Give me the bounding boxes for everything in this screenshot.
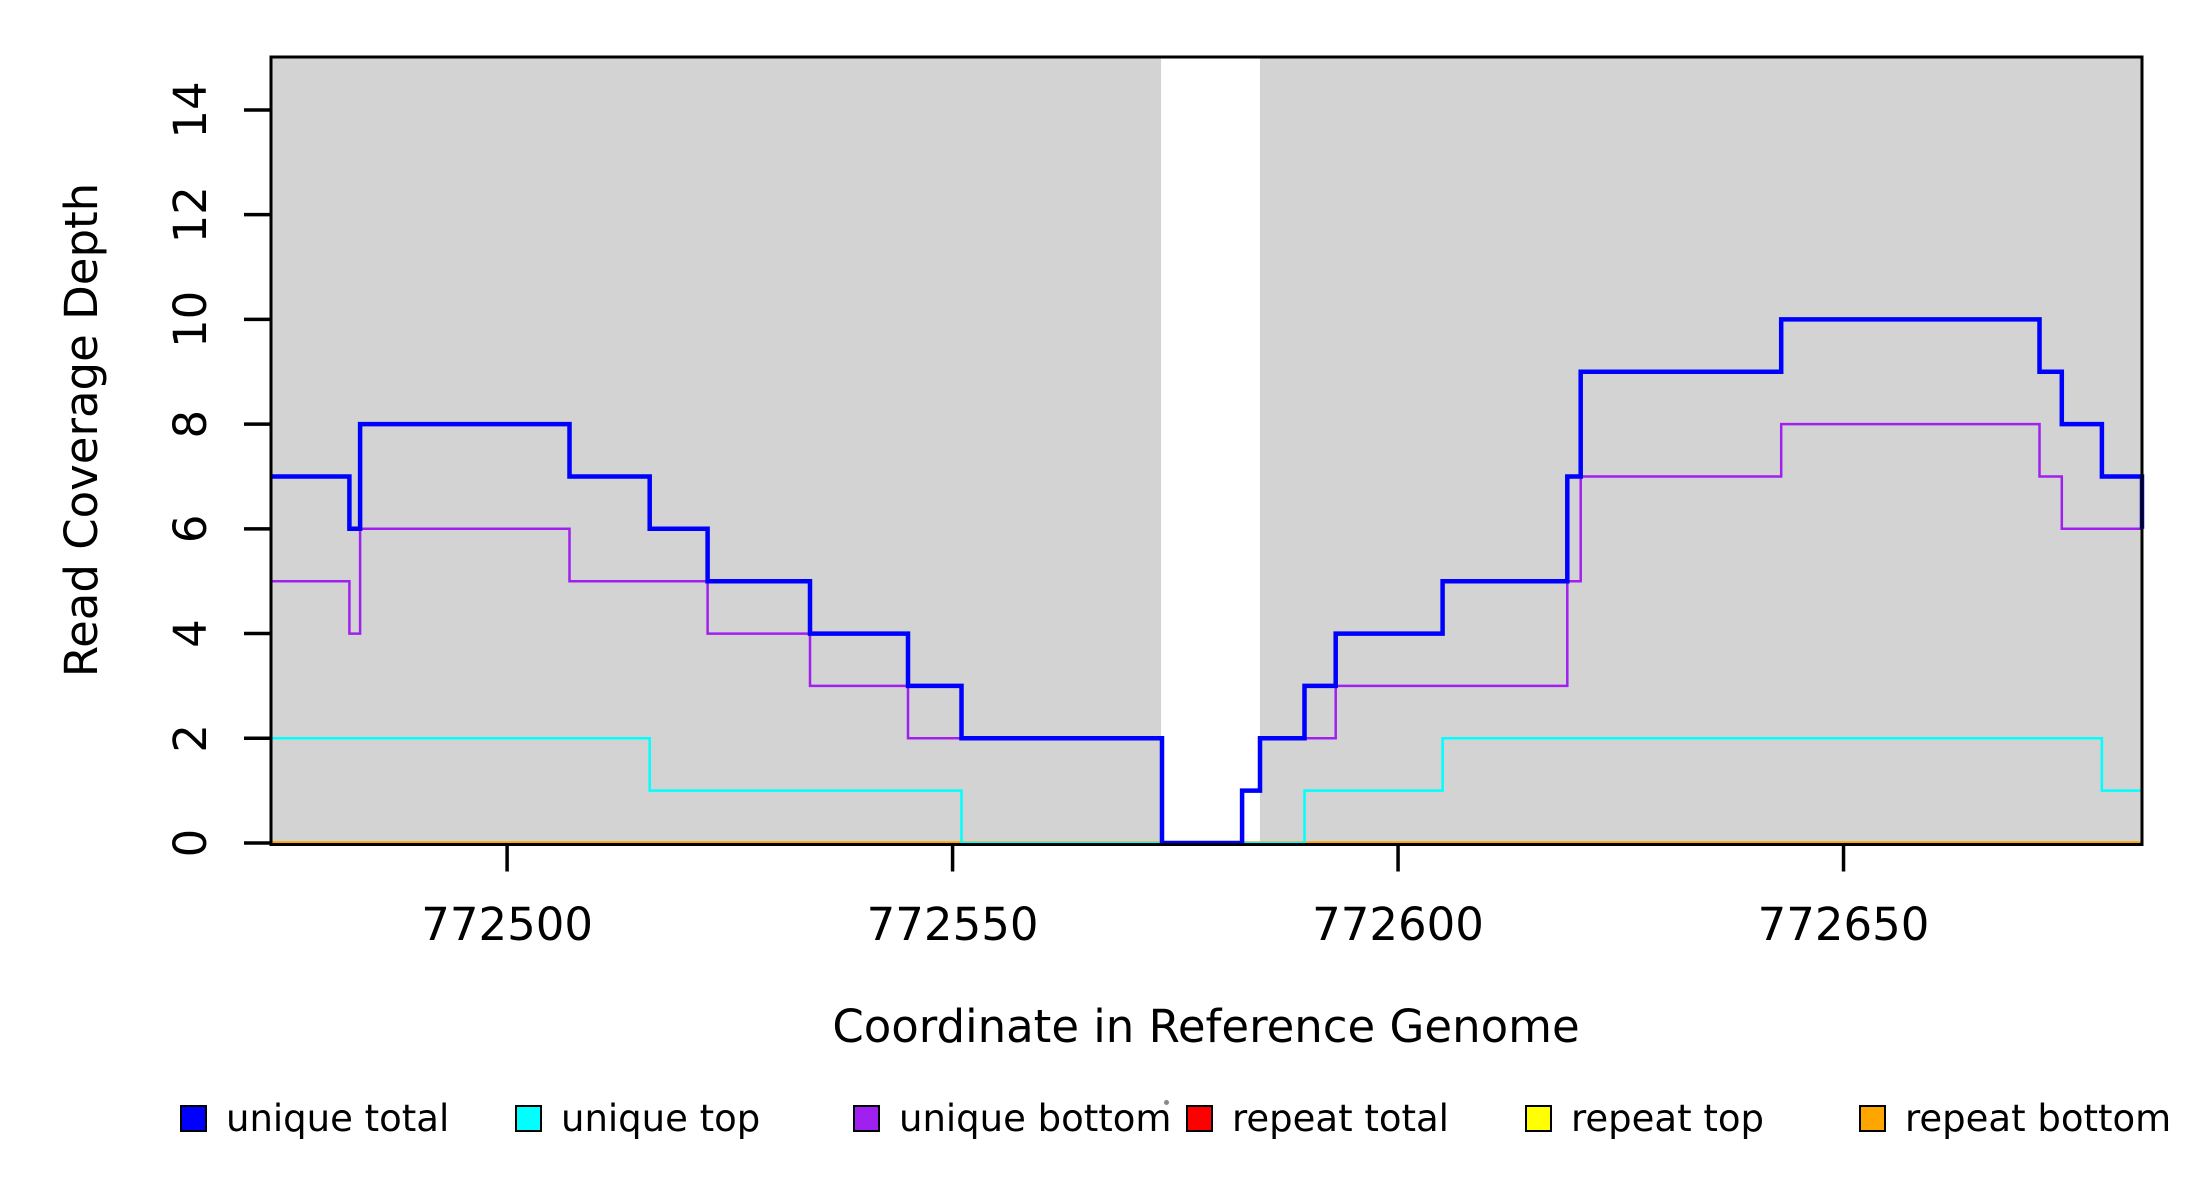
legend-label: repeat bottom — [1905, 1097, 2172, 1140]
legend-label: repeat top — [1571, 1097, 1764, 1140]
legend-label: unique top — [561, 1097, 761, 1140]
shaded-region-1 — [1259, 58, 2142, 845]
legend-item-unique-bottom: unique bottom — [853, 1097, 1171, 1140]
legend-label: repeat total — [1232, 1097, 1449, 1140]
legend-label: unique total — [226, 1097, 450, 1140]
legend-item-repeat-top: repeat top — [1525, 1097, 1764, 1140]
y-tick-label: 12 — [164, 186, 217, 243]
y-tick-label: 10 — [164, 291, 217, 348]
legend-swatch-repeat-bottom — [1859, 1105, 1886, 1132]
plot-border — [269, 55, 2144, 846]
legend-swatch-unique-bottom — [853, 1105, 880, 1132]
y-tick-label: 4 — [164, 619, 217, 648]
x-tick-label: 772550 — [867, 898, 1039, 951]
series-line-unique-top — [271, 737, 2142, 845]
legend-swatch-unique-total — [180, 1105, 207, 1132]
legend-label: unique bottom — [899, 1097, 1172, 1140]
y-tick-label: 14 — [164, 81, 217, 138]
legend-item-repeat-total: repeat total — [1186, 1097, 1449, 1140]
y-tick-label: 0 — [164, 829, 217, 858]
legend-item-unique-top: unique top — [515, 1097, 760, 1140]
legend-swatch-repeat-top — [1525, 1105, 1552, 1132]
y-axis-title: Read Coverage Depth — [55, 183, 108, 677]
y-tick-label: 8 — [164, 410, 217, 439]
x-axis-title: Coordinate in Reference Genome — [832, 1000, 1579, 1053]
shaded-region-0 — [271, 58, 1162, 845]
x-tick-label: 772500 — [421, 898, 593, 951]
stray-dot-artifact — [1164, 1100, 1169, 1105]
x-tick-label: 772600 — [1312, 898, 1484, 951]
legend-swatch-unique-top — [515, 1105, 542, 1132]
legend-swatch-repeat-total — [1186, 1105, 1213, 1132]
x-tick-label: 772650 — [1758, 898, 1930, 951]
series-line-unique-total — [271, 317, 2145, 846]
legend-item-unique-total: unique total — [180, 1097, 449, 1140]
legend-item-repeat-bottom: repeat bottom — [1859, 1097, 2171, 1140]
y-tick-label: 2 — [164, 724, 217, 753]
y-tick-label: 6 — [164, 515, 217, 544]
